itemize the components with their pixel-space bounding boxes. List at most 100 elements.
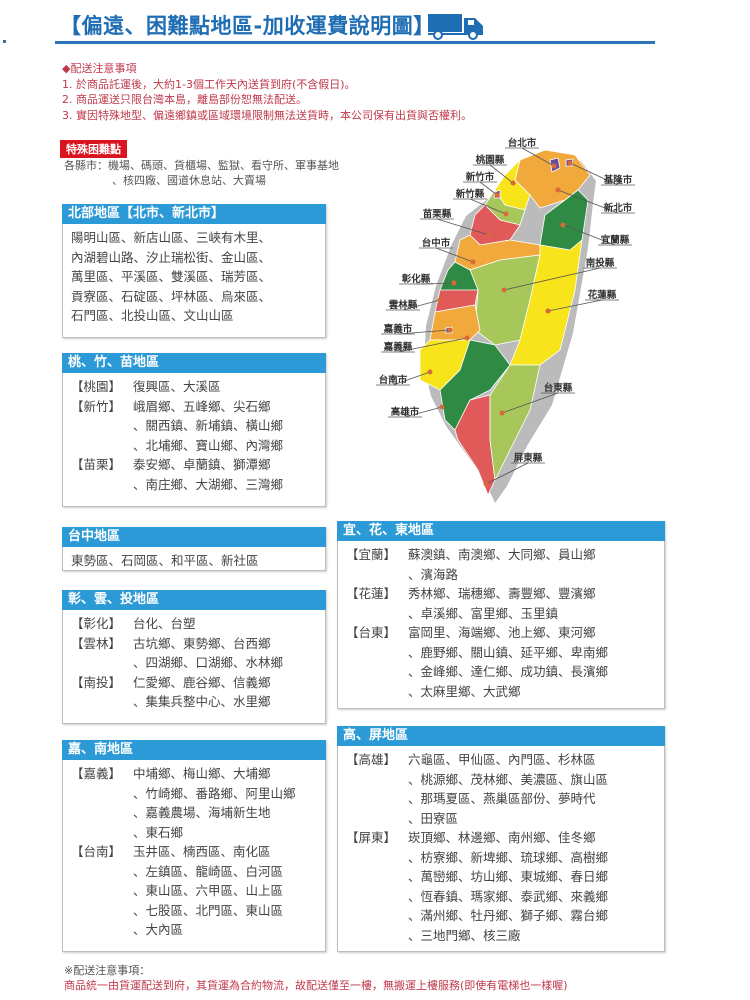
county-label: 【屏東】 bbox=[346, 830, 397, 845]
region-group: 【新竹】 峨眉鄉、五峰鄉、尖石鄉 、關西鎮、新埔鎮、橫山鄉 、北埔鄉、寶山鄉、內灣鄉 bbox=[71, 397, 319, 456]
map-region-nantou bbox=[469, 254, 541, 346]
region-panel-body: 【桃園】 復興區、大溪區 【新竹】 峨眉鄉、五峰鄉、尖石鄉 、關西鎮、新埔鎮、橫山鄉 、北… bbox=[63, 373, 325, 498]
map-county-label: 台南市 bbox=[379, 374, 408, 386]
special-difficult-tag: 特殊困難點 bbox=[60, 140, 127, 158]
map-region-taichung bbox=[454, 234, 541, 271]
map-region-outline-shadow bbox=[424, 156, 596, 503]
truck-icon bbox=[428, 14, 483, 40]
district-line: 、枋寮鄉、新埤鄉、琉球鄉、高樹鄉 bbox=[408, 849, 609, 865]
map-county-label: 新竹市 bbox=[466, 171, 495, 183]
district-line: 、關西鎮、新埔鎮、橫山鄉 bbox=[133, 418, 284, 433]
region-panel-yilan-hualien-taitung: 宜、花、東地區 【宜蘭】 蘇澳鎮、南澳鄉、大同鄉、員山鄉 、濱海路 【花蓮】 秀林鄉、瑞穗… bbox=[337, 521, 665, 709]
district-line: 、三地門鄉、核三廠 bbox=[408, 927, 521, 943]
map-leader-line bbox=[436, 218, 490, 236]
district-line: 蘇澳鎮、南澳鄉、大同鄉、員山鄉 bbox=[408, 547, 596, 562]
map-marker-dot bbox=[545, 308, 551, 314]
district-line: 古坑鄉、東勢鄉、台西鄉 bbox=[133, 635, 271, 651]
county-label: 【新竹】 bbox=[71, 398, 122, 414]
map-county-label: 台中市 bbox=[422, 237, 451, 249]
map-county-label: 苗栗縣 bbox=[423, 208, 452, 220]
district-line: 中埔鄉、梅山鄉、大埔鄉 bbox=[133, 766, 271, 781]
map-region-taitung bbox=[489, 364, 541, 482]
map-region-keelung bbox=[565, 158, 574, 167]
region-panel-body: 【嘉義】 中埔鄉、梅山鄉、大埔鄉 、竹崎鄉、番路鄉、阿里山鄉 、嘉義農場、海埔新生地、… bbox=[63, 760, 325, 944]
map-leader-line bbox=[485, 462, 529, 485]
district-line: 泰安鄉、卓蘭鎮、獅潭鄉 bbox=[133, 457, 271, 472]
district-line: 、卓溪鄉、富里鄉、玉里鎮 bbox=[408, 605, 559, 621]
special-line: 各縣市：機場、碼頭、貨櫃場、監獄、看守所、軍事基地 bbox=[64, 159, 339, 172]
region-group: 【苗栗】 泰安鄉、卓蘭鎮、獅潭鄉 、南庄鄉、大湖鄉、三灣鄉 bbox=[71, 455, 319, 494]
region-group: 【南投】 仁愛鄉、鹿谷鄉、信義鄉 、集集兵整中心、水里鄉 bbox=[71, 673, 319, 712]
map-leader-line bbox=[404, 406, 443, 418]
region-panel-title: 北部地區【北市、新北市】 bbox=[62, 204, 326, 224]
map-county-label: 新北市 bbox=[604, 202, 633, 214]
map-marker-dot bbox=[499, 410, 505, 416]
district-line: 玉井區、楠西區、南化區 bbox=[133, 844, 271, 859]
county-label: 【雲林】 bbox=[71, 635, 122, 651]
district-line: 、嘉義農場、海埔新生地 bbox=[133, 805, 271, 820]
map-leader-line bbox=[415, 282, 455, 285]
district-line: 、田寮區 bbox=[408, 810, 459, 826]
map-marker-dot bbox=[470, 259, 476, 265]
map-leader-line bbox=[557, 189, 619, 214]
map-leader-line bbox=[547, 299, 603, 312]
district-line: 富岡里、海端鄉、池上鄉、東河鄉 bbox=[408, 625, 596, 640]
district-line: 、金峰鄉、達仁鄉、成功鎮、長濱鄉 bbox=[408, 664, 609, 679]
district-line: 、濱海路 bbox=[408, 566, 459, 582]
map-marker-dot bbox=[464, 335, 470, 341]
county-label: 【彰化】 bbox=[71, 616, 122, 631]
region-group: 【宜蘭】 蘇澳鎮、南澳鄉、大同鄉、員山鄉 、濱海路 bbox=[346, 545, 658, 584]
region-panel-body: 【高雄】 六龜區、甲仙區、內門區、杉林區 、桃源鄉、茂林鄉、美濃區、旗山區 、那瑪夏區… bbox=[338, 746, 664, 949]
region-panel-body: 東勢區、石岡區、和平區、新社區 bbox=[63, 547, 325, 575]
district-line: 、左鎮區、龍崎區、白河區 bbox=[133, 863, 284, 879]
map-county-label: 嘉義縣 bbox=[383, 341, 413, 353]
map-region-miaoli bbox=[469, 204, 521, 246]
map-region-tainan bbox=[419, 339, 471, 391]
county-label: 【台南】 bbox=[71, 844, 122, 859]
district-line: 、七股區、北門區、東山區 bbox=[133, 902, 284, 918]
special-difficult-text: 各縣市：機場、碼頭、貨櫃場、監獄、看守所、軍事基地 、核四廠、國道休息站、大賣場 bbox=[64, 158, 339, 188]
delivery-notes: ◆配送注意事項 1. 於商品託運後，大約1-3個工作天內送貨到府(不含假日)。 … bbox=[62, 61, 472, 123]
map-leader-line bbox=[392, 371, 431, 386]
region-group: 【台東】 富岡里、海端鄉、池上鄉、東河鄉 、鹿野鄉、關山鎮、延平鄉、卑南鄉 、金峰鄉、… bbox=[346, 623, 658, 701]
map-leader-line bbox=[503, 267, 601, 291]
map-region-yilan bbox=[539, 189, 589, 251]
map-region-chiayi-city bbox=[445, 326, 453, 334]
map-region-hualien bbox=[509, 239, 583, 366]
map-county-label: 雲林縣 bbox=[389, 299, 418, 311]
map-region-yunlin bbox=[434, 289, 479, 313]
map-marker-dot bbox=[439, 404, 445, 410]
map-marker-dot bbox=[427, 369, 433, 375]
map-marker-dot bbox=[494, 192, 500, 198]
district-line: 石門區、北投山區、文山山區 bbox=[71, 308, 234, 323]
map-marker-dot bbox=[551, 163, 557, 169]
district-line: 、大內區 bbox=[133, 922, 184, 937]
district-line: 台化、台塑 bbox=[133, 616, 196, 631]
region-panel-body: 【宜蘭】 蘇澳鎮、南澳鄉、大同鄉、員山鄉 、濱海路 【花蓮】 秀林鄉、瑞穗鄉、壽豐鄉、豐… bbox=[338, 541, 664, 705]
map-marker-dot bbox=[486, 232, 492, 238]
region-panel-changhua-yunlin-nantou: 彰、雲、投地區 【彰化】 台化、台塑 【雲林】 古坑鄉、東勢鄉、台西鄉 、四湖鄉、口湖鄉、… bbox=[62, 590, 326, 724]
district-line: 、北埔鄉、寶山鄉、內灣鄉 bbox=[133, 437, 284, 453]
map-leader-line bbox=[521, 147, 555, 167]
map-county-label: 花蓮縣 bbox=[588, 289, 617, 301]
map-leader-line bbox=[479, 181, 498, 196]
district-line: 貢寮區、石碇區、坪林區、烏來區、 bbox=[71, 288, 272, 304]
district-line: 、萬巒鄉、坊山鄉、東城鄉、春日鄉 bbox=[408, 869, 609, 884]
district-line: 、南庄鄉、大湖鄉、三灣鄉 bbox=[133, 476, 284, 492]
region-group: 陽明山區、新店山區、三峽有木里、 內湖碧山路、汐止瑞松街、金山區、 萬里區、平溪區、… bbox=[71, 228, 319, 326]
map-leader-line bbox=[501, 392, 559, 414]
district-line: 仁愛鄉、鹿谷鄉、信義鄉 bbox=[133, 674, 271, 690]
map-marker-dot bbox=[560, 222, 566, 228]
map-region-taoyuan bbox=[494, 158, 531, 211]
stray-dot bbox=[3, 40, 6, 43]
region-panel-taoyuan-hsinchu-miaoli: 桃、竹、苗地區 【桃園】 復興區、大溪區 【新竹】 峨眉鄉、五峰鄉、尖石鄉 、關西鎮、新埔… bbox=[62, 353, 326, 507]
map-region-changhua bbox=[439, 261, 479, 296]
region-panel-title: 台中地區 bbox=[62, 527, 326, 547]
district-line: 復興區、大溪區 bbox=[133, 379, 221, 394]
district-line: 、鹿野鄉、關山鎮、延平鄉、卑南鄉 bbox=[408, 644, 609, 660]
district-line: 、竹崎鄉、番路鄉、阿里山鄉 bbox=[133, 785, 296, 801]
map-leader-line bbox=[562, 224, 616, 246]
region-group: 【屏東】 崁頂鄉、林邊鄉、南州鄉、佳冬鄉 、枋寮鄉、新埤鄉、琉球鄉、高樹鄉 、萬巒鄉、… bbox=[346, 828, 658, 945]
county-label: 【宜蘭】 bbox=[346, 547, 397, 562]
page-title: 【偏遠、困難點地區-加收運費說明圖】 bbox=[60, 14, 435, 38]
